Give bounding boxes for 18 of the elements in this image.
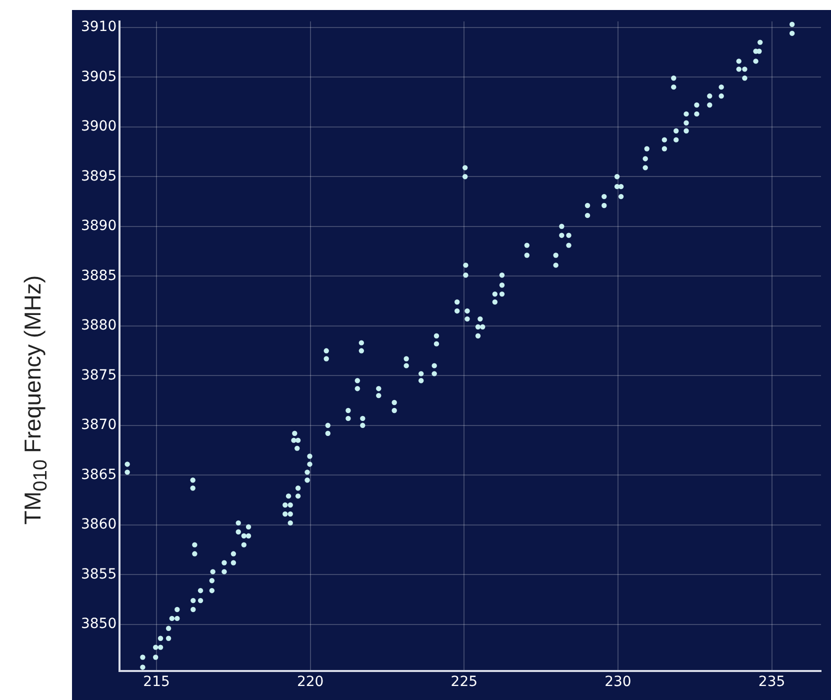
x-tick-label: 220 [296,674,324,690]
y-tick-label: 3870 [80,417,117,434]
y-tick-label: 3850 [80,616,117,632]
x-tick-label: 230 [604,674,632,690]
y-tick-label: 3885 [80,268,117,284]
x-tick-label: 215 [143,674,170,690]
y-tick-label: 3865 [80,466,117,483]
x-tick-label: 235 [758,674,786,690]
y-tick-label: 3860 [80,516,117,533]
y-tick-label: 3875 [80,367,117,384]
y-tick-label: 3880 [80,318,117,334]
y-tick-label: 3855 [80,566,117,582]
y-tick-label: 3905 [80,68,117,85]
y-tick-label: 3910 [80,19,117,36]
y-tick-label: 3895 [80,168,117,184]
y-tick-label: 3890 [80,218,117,234]
x-tick-label: 225 [450,674,478,690]
y-tick-label: 3900 [80,118,117,135]
